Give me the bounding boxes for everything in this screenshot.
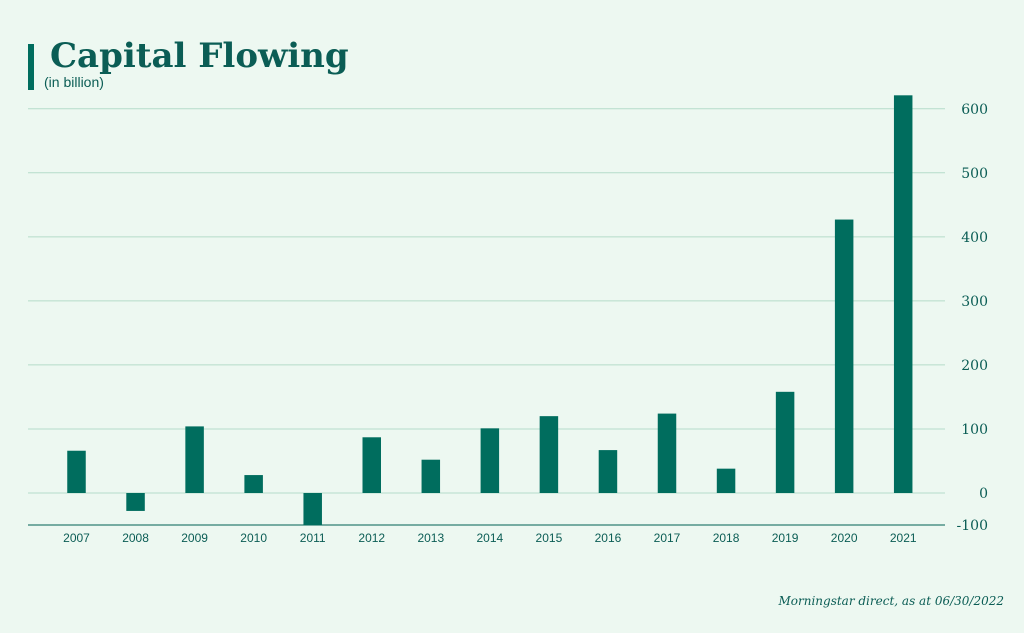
x-tick-label: 2015 bbox=[536, 531, 563, 545]
x-axis-tick-labels: 2007 2008 2009 2010 2011 2012 2013 2014 2015 2016… bbox=[63, 531, 917, 545]
title-accent-bar bbox=[28, 44, 34, 90]
x-tick-label: 2013 bbox=[417, 531, 444, 545]
y-tick-label: 600 bbox=[961, 102, 988, 118]
x-tick-label: 2007 bbox=[63, 531, 90, 545]
y-tick-label: 500 bbox=[961, 166, 988, 182]
y-tick-label: 0 bbox=[979, 486, 988, 502]
y-tick-label: 200 bbox=[961, 358, 988, 374]
bar-2015 bbox=[539, 416, 559, 493]
grid-lines bbox=[28, 108, 945, 526]
x-tick-label: 2014 bbox=[476, 531, 503, 545]
chart-subtitle: (in billion) bbox=[44, 74, 104, 90]
x-tick-label: 2019 bbox=[772, 531, 799, 545]
x-tick-label: 2009 bbox=[181, 531, 208, 545]
bar-2010 bbox=[244, 475, 263, 493]
bar-2020 bbox=[834, 219, 854, 493]
bar-2007 bbox=[67, 450, 86, 493]
bar-2011 bbox=[303, 493, 322, 526]
y-tick-label: 100 bbox=[961, 422, 988, 438]
chart-title: Capital Flowing bbox=[50, 36, 349, 76]
x-tick-label: 2017 bbox=[654, 531, 681, 545]
bar-2019 bbox=[775, 391, 795, 493]
x-tick-label: 2008 bbox=[122, 531, 149, 545]
chart-header: Capital Flowing (in billion) bbox=[28, 36, 428, 92]
x-tick-label: 2018 bbox=[713, 531, 740, 545]
x-tick-label: 2020 bbox=[831, 531, 858, 545]
x-tick-label: 2012 bbox=[358, 531, 385, 545]
x-tick-label: 2016 bbox=[595, 531, 622, 545]
source-note: Morningstar direct, as at 06/30/2022 bbox=[778, 594, 1004, 608]
bar-2012 bbox=[362, 437, 381, 493]
bar-2013 bbox=[421, 459, 441, 493]
x-tick-label: 2010 bbox=[240, 531, 267, 545]
y-tick-label: -100 bbox=[957, 518, 988, 534]
y-tick-label: 400 bbox=[961, 230, 988, 246]
bar-2008 bbox=[126, 493, 145, 511]
bar-2021 bbox=[893, 95, 913, 494]
bar-2016 bbox=[598, 450, 618, 493]
bar-2014 bbox=[480, 428, 500, 493]
y-tick-label: 300 bbox=[961, 294, 988, 310]
x-tick-label: 2011 bbox=[300, 531, 326, 545]
bars bbox=[67, 95, 913, 526]
bar-2009 bbox=[185, 426, 204, 493]
bar-2017 bbox=[657, 413, 677, 493]
y-axis-tick-labels: -100 0 100 200 300 400 500 600 bbox=[957, 102, 988, 534]
x-tick-label: 2021 bbox=[890, 531, 917, 545]
bar-2018 bbox=[716, 468, 736, 493]
